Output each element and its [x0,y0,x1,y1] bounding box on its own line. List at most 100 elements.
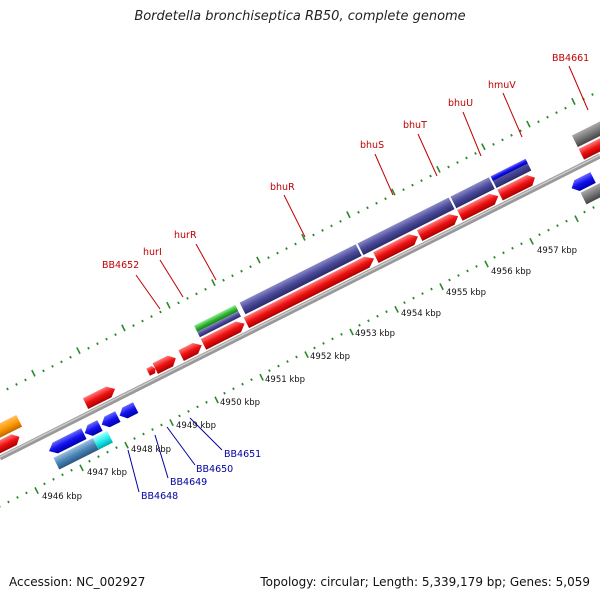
kbp-label: 4949 kbp [176,421,216,431]
minor-tick [205,400,208,404]
minor-tick [231,274,234,278]
gene-label-hmuV[interactable]: hmuV [488,80,516,91]
cyan-bar[interactable] [92,430,113,450]
minor-tick [367,319,370,323]
minor-tick [466,269,469,273]
gene-label-bhuS[interactable]: bhuS [360,140,384,151]
gene-arrow[interactable] [578,128,600,160]
bottom-gene-labels: BB4648 BB4649 BB4650 BB4651 [141,449,261,502]
gene-arrow-BB4648[interactable] [46,428,87,456]
major-tick [526,120,531,128]
gene-arrow-bhuU[interactable] [457,191,501,221]
gene-small-arrow[interactable] [146,365,157,376]
minor-tick [538,233,541,237]
gene-arrow-bhuT[interactable] [416,211,461,241]
minor-tick [321,229,324,232]
minor-tick [537,120,540,124]
major-tick [304,351,309,359]
orange-gene-bar[interactable] [0,414,23,444]
major-tick [76,347,81,355]
gene-arrow[interactable] [178,340,204,361]
gene-label-BB4661[interactable]: BB4661 [552,53,589,64]
minor-tick [150,315,153,318]
kbp-label: 4950 kbp [220,398,260,408]
minor-tick [42,369,45,373]
major-tick [481,143,486,151]
dark-gray-bar[interactable] [571,117,600,148]
steelblue-bar[interactable] [53,438,99,470]
gene-label-hurI[interactable]: hurI [143,247,162,258]
minor-tick [501,138,504,142]
hurR-purple-bar[interactable] [197,311,241,338]
major-tick [31,369,36,377]
gene-label-bhuR[interactable]: bhuR [270,182,295,193]
minor-tick [493,255,496,259]
gene-arrow[interactable] [82,383,118,410]
dark-gray-bar-lower[interactable] [580,174,600,205]
hmuV-blue-strip[interactable] [490,158,528,181]
gene-label-bhuU[interactable]: bhuU [448,98,473,109]
minor-tick [141,319,144,323]
hurR-green-bar[interactable] [194,304,239,332]
kbp-label: 4953 kbp [355,329,395,339]
major-tick [214,396,219,404]
gene-arrow[interactable] [0,432,22,459]
minor-tick [276,251,279,255]
major-tick [124,441,129,449]
accession-text: Accession: NC_002927 [9,575,146,589]
minor-tick [412,296,415,300]
operon-bar[interactable] [357,197,455,255]
gene-arrow[interactable] [200,318,247,350]
gene-label-BB4648[interactable]: BB4648 [141,491,178,502]
major-tick [574,215,579,223]
gene-arrow-hmuV[interactable] [497,172,537,201]
lower-tick-track [0,206,595,508]
gene-label-BB4650[interactable]: BB4650 [196,464,233,475]
minor-tick [420,179,423,182]
upper-tick-track [6,93,594,391]
kbp-label: 4951 kbp [265,375,305,385]
gene-arrow[interactable] [569,172,596,194]
minor-tick [492,142,495,146]
minor-tick [105,337,108,341]
minor-tick [286,360,289,363]
major-tick [484,260,489,268]
minor-tick [385,310,388,314]
kbp-labels: 4946 kbp 4947 kbp 4948 kbp 4949 kbp 4950… [42,246,577,502]
gene-arrow-BB4651[interactable] [117,402,139,421]
kbp-label: 4947 kbp [87,468,127,478]
top-gene-callouts [135,65,589,310]
major-tick [256,256,261,264]
minor-tick [88,459,91,463]
minor-tick [592,206,595,209]
gene-label-BB4651[interactable]: BB4651 [224,449,261,460]
minor-tick [133,437,136,440]
gene-label-BB4649[interactable]: BB4649 [170,477,207,488]
kbp-label: 4956 kbp [491,267,531,277]
minor-tick [204,287,207,291]
major-tick [349,328,354,336]
minor-tick [411,183,414,187]
gene-label-BB4652[interactable]: BB4652 [102,260,139,271]
minor-tick [24,378,27,382]
gene-label-bhuT[interactable]: bhuT [403,120,427,131]
gene-arrow-BB4650[interactable] [99,411,121,430]
minor-tick [375,201,378,205]
minor-tick [430,287,433,291]
gene-arrow-bhuR[interactable] [243,253,377,329]
minor-tick [591,93,594,96]
minor-tick [313,346,316,350]
minor-tick [97,455,100,459]
minor-tick [475,265,478,268]
operon-bar[interactable] [450,177,495,209]
major-tick [166,301,171,309]
major-tick [439,283,444,291]
gene-label-hurR[interactable]: hurR [174,230,197,241]
minor-tick [6,387,9,391]
minor-tick [285,247,288,250]
minor-tick [96,342,99,346]
operon-bar[interactable] [239,244,362,315]
gene-arrow[interactable] [152,353,179,374]
gene-arrow-BB4649[interactable] [82,420,103,438]
gene-arrow-bhuS[interactable] [373,231,420,263]
